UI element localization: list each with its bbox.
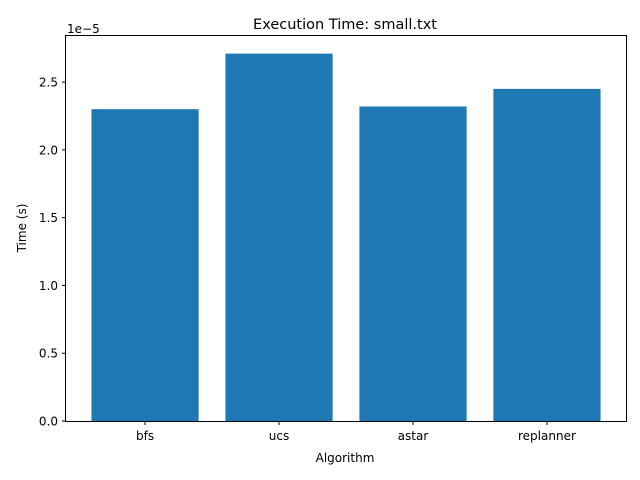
x-tick-label: ucs xyxy=(269,429,289,443)
bar-bfs xyxy=(91,109,199,421)
y-tick-label: 0.5 xyxy=(39,347,58,361)
x-tick-label: astar xyxy=(398,429,429,443)
y-tick-label: 0.0 xyxy=(39,415,58,429)
y-axis-label: Time (s) xyxy=(15,204,29,254)
x-tick-label: bfs xyxy=(136,429,154,443)
bar-replanner xyxy=(493,88,601,422)
y-ticks-group: 0.0 0.5 1.0 1.5 2.0 2.5 xyxy=(39,76,66,429)
y-tick-label: 2.5 xyxy=(39,76,58,90)
plot-frame xyxy=(65,35,627,422)
x-tick-label: replanner xyxy=(518,429,576,443)
x-axis-label: Algorithm xyxy=(316,451,375,465)
bar-ucs xyxy=(225,53,333,422)
bar-astar xyxy=(359,106,467,422)
y-tick-label: 1.0 xyxy=(39,279,58,293)
y-offset-text: 1e−5 xyxy=(67,22,100,36)
y-tick-label: 2.0 xyxy=(39,143,58,157)
y-tick-label: 1.5 xyxy=(39,211,58,225)
chart-title: Execution Time: small.txt xyxy=(253,17,437,33)
bars-group xyxy=(91,53,601,422)
x-ticks-group: bfs ucs astar replanner xyxy=(136,421,576,443)
